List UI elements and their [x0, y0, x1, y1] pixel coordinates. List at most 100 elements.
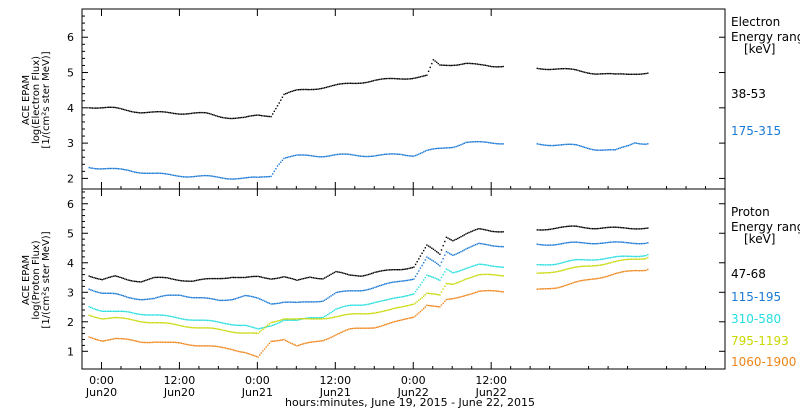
flux-point — [127, 296, 129, 299]
flux-point — [341, 306, 344, 308]
flux-point — [96, 107, 98, 109]
flux-point — [577, 266, 579, 268]
flux-point — [273, 303, 275, 305]
flux-point — [431, 62, 433, 65]
flux-point — [491, 274, 493, 276]
flux-point — [200, 327, 202, 329]
flux-point — [371, 312, 373, 315]
flux-point — [293, 301, 295, 303]
flux-point — [353, 274, 355, 277]
flux-point — [151, 277, 154, 279]
flux-point — [638, 270, 641, 272]
flux-point — [444, 300, 446, 302]
flux-point — [106, 277, 108, 279]
flux-point — [539, 229, 542, 231]
flux-point — [254, 296, 256, 298]
flux-point — [247, 332, 249, 334]
flux-point — [632, 258, 634, 260]
flux-point — [457, 252, 459, 254]
flux-point — [627, 255, 629, 257]
flux-point — [281, 159, 284, 161]
flux-point — [569, 241, 571, 244]
flux-point — [278, 163, 280, 165]
flux-point — [198, 319, 201, 321]
flux-point — [156, 314, 159, 316]
flux-point — [159, 172, 162, 174]
flux-point — [332, 272, 334, 275]
flux-point — [285, 339, 287, 342]
flux-point — [99, 292, 102, 294]
flux-point — [413, 278, 415, 280]
y-tick-label: 4 — [67, 102, 74, 115]
flux-point — [429, 246, 431, 248]
flux-point — [299, 88, 301, 91]
flux-point — [286, 92, 288, 94]
flux-point — [340, 315, 342, 317]
flux-point — [483, 141, 485, 143]
flux-point — [236, 324, 238, 326]
flux-point — [486, 289, 488, 292]
flux-point — [643, 73, 646, 75]
flux-point — [205, 112, 207, 114]
flux-point — [549, 228, 551, 230]
flux-point — [211, 345, 214, 347]
flux-point — [596, 227, 599, 230]
flux-point — [643, 269, 646, 272]
flux-point — [603, 73, 605, 75]
flux-point — [551, 271, 553, 274]
flux-point — [494, 274, 496, 276]
flux-point — [181, 318, 183, 320]
flux-point — [551, 144, 553, 147]
flux-point — [471, 276, 474, 278]
flux-point — [377, 326, 379, 328]
flux-point — [632, 255, 634, 258]
flux-point — [630, 242, 633, 244]
flux-point — [642, 255, 644, 257]
flux-point — [609, 262, 612, 264]
flux-point — [327, 297, 329, 299]
flux-point — [129, 297, 131, 299]
flux-point — [546, 244, 548, 246]
flux-point — [252, 326, 254, 329]
flux-point — [247, 276, 249, 278]
flux-point — [424, 259, 426, 261]
flux-point — [233, 117, 235, 120]
flux-point — [112, 310, 115, 312]
flux-point — [458, 296, 461, 298]
flux-point — [556, 227, 558, 229]
flux-point — [564, 143, 566, 146]
flux-point — [189, 112, 191, 115]
flux-point — [619, 255, 621, 257]
flux-point — [356, 313, 358, 315]
flux-point — [129, 279, 131, 282]
flux-point — [338, 332, 340, 335]
flux-point — [551, 264, 553, 266]
flux-point — [95, 168, 97, 170]
flux-point — [285, 318, 287, 320]
flux-point — [385, 283, 387, 285]
flux-point — [452, 146, 454, 149]
flux-point — [557, 286, 560, 289]
flux-point — [468, 62, 470, 65]
flux-point — [91, 307, 94, 309]
flux-point — [142, 321, 144, 323]
flux-point — [309, 88, 311, 91]
flux-point — [572, 143, 574, 146]
flux-point — [627, 144, 629, 147]
flux-point — [304, 277, 306, 279]
flux-point — [392, 321, 394, 323]
flux-point — [569, 68, 571, 70]
flux-point — [151, 314, 154, 316]
flux-point — [231, 324, 233, 326]
flux-point — [302, 277, 305, 280]
flux-point — [369, 327, 371, 329]
flux-point — [580, 145, 582, 147]
flux-point — [406, 317, 409, 320]
flux-point — [375, 79, 378, 81]
flux-point — [189, 326, 191, 329]
flux-point — [265, 325, 267, 328]
flux-point — [609, 274, 612, 276]
flux-point — [259, 331, 261, 333]
flux-point — [190, 319, 193, 321]
flux-point — [143, 298, 146, 301]
